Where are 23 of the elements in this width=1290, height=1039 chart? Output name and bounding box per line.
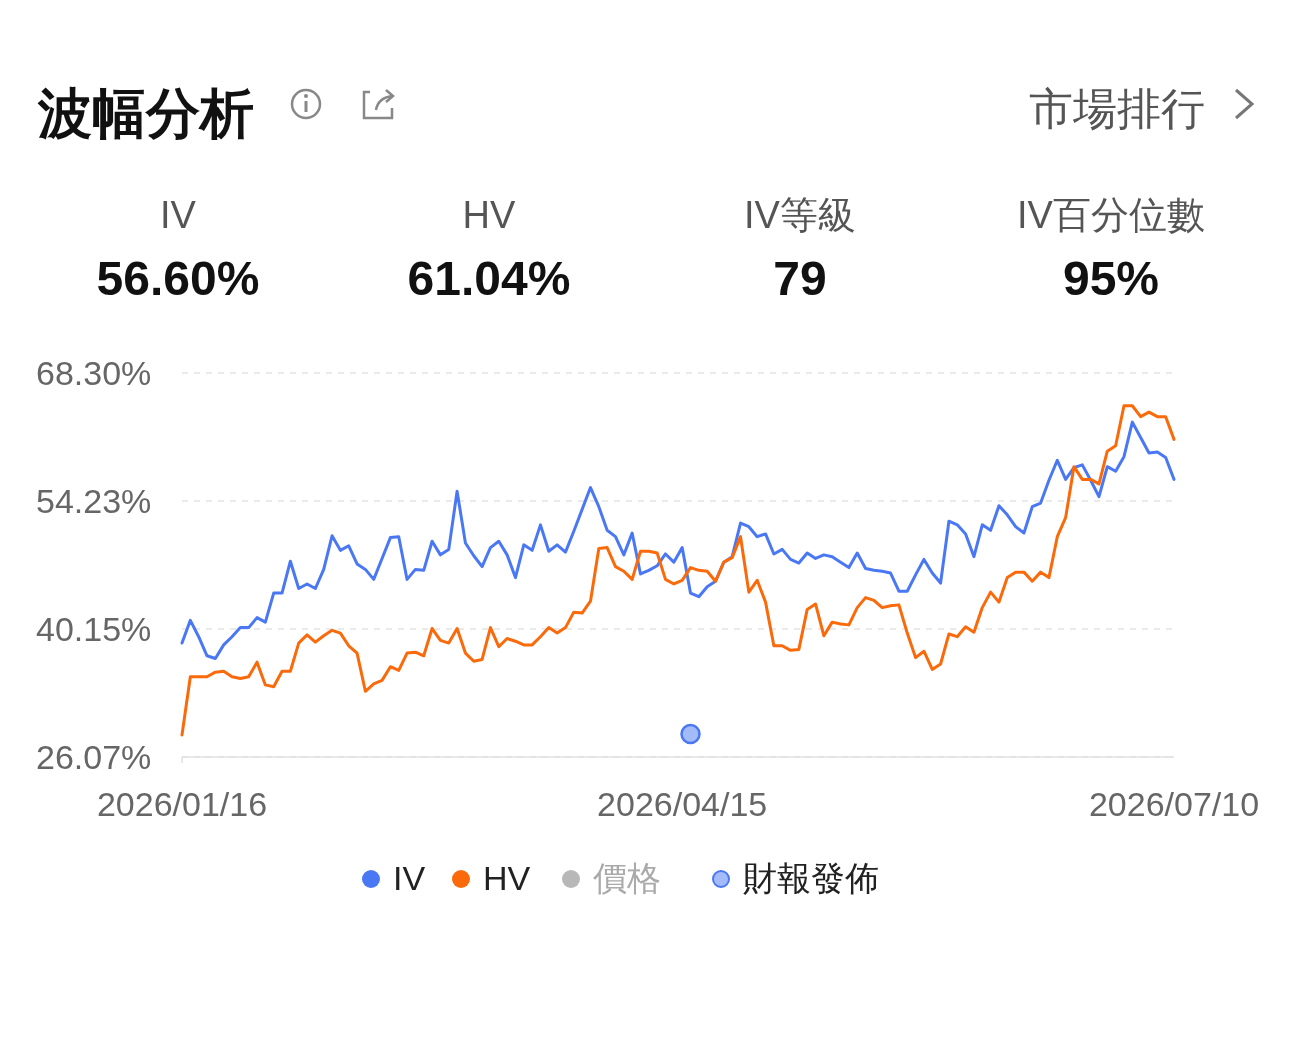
y-tick-label: 54.23%: [36, 481, 152, 520]
x-tick-label: 2026/04/15: [597, 785, 768, 823]
text: 79: [773, 252, 827, 305]
y-tick-label: 40.15%: [36, 609, 152, 648]
x-tick-label: 2026/07/10: [1088, 785, 1260, 823]
legend-label: 財報發佈: [743, 859, 879, 897]
legend-label: 價格: [593, 859, 661, 897]
x-tick-label: 2026/01/16: [96, 785, 268, 823]
text: IV百分位數: [1017, 194, 1205, 236]
chart-title: 波幅分析: [37, 83, 254, 143]
text: 56.60%: [96, 252, 260, 305]
legend-label: IV: [393, 859, 426, 897]
text: 市場排行: [1029, 84, 1205, 133]
text: HV: [462, 194, 517, 236]
legend-label: HV: [483, 859, 531, 897]
line-series: [180, 404, 1176, 737]
line-series: [180, 420, 1176, 661]
text: IV等級: [744, 194, 856, 236]
text: 95%: [1062, 252, 1160, 305]
y-tick-label: 68.30%: [36, 353, 152, 392]
y-tick-label: 26.07%: [36, 737, 152, 776]
text: IV: [160, 194, 197, 236]
text: 61.04%: [407, 252, 571, 305]
